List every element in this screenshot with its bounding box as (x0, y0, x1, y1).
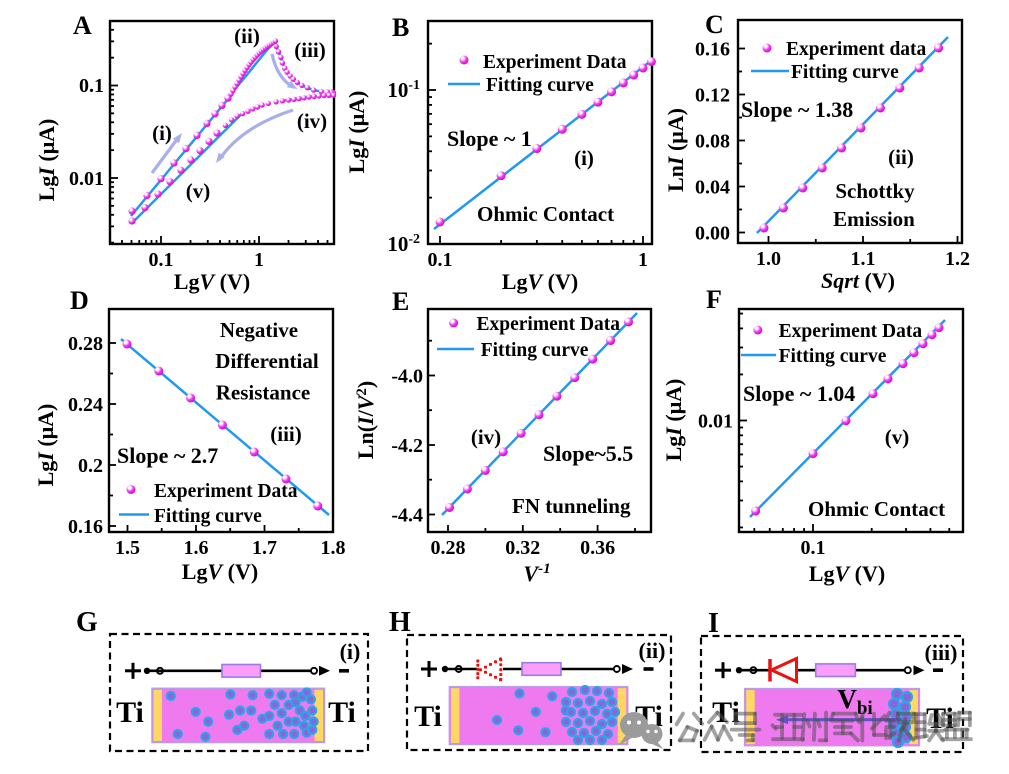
svg-text:(ii): (ii) (234, 24, 260, 48)
svg-text:Slope ~ 1.38: Slope ~ 1.38 (741, 97, 853, 122)
svg-text:(iv): (iv) (471, 425, 501, 449)
svg-text:Experiment Data: Experiment Data (779, 321, 923, 342)
svg-text:1: 1 (638, 249, 648, 271)
svg-text:LgI (μA): LgI (μA) (34, 119, 59, 202)
svg-text:1.1: 1.1 (851, 248, 876, 270)
svg-text:(i): (i) (574, 146, 594, 170)
svg-text:B: B (392, 13, 409, 42)
svg-text:Ti: Ti (414, 700, 442, 733)
svg-text:I: I (708, 608, 719, 639)
svg-text:LgV (V): LgV (V) (182, 559, 258, 584)
svg-text:LgV (V): LgV (V) (174, 269, 250, 294)
svg-text:0.16: 0.16 (695, 39, 730, 61)
svg-text:(iv): (iv) (297, 109, 327, 133)
svg-text:-4.4: -4.4 (391, 505, 423, 527)
svg-text:0.32: 0.32 (505, 537, 540, 559)
svg-text:0.1: 0.1 (428, 249, 453, 271)
svg-text:-4.2: -4.2 (391, 435, 423, 457)
svg-text:Emission: Emission (833, 207, 915, 231)
svg-text:0.01: 0.01 (69, 168, 104, 190)
svg-text:1.5: 1.5 (115, 537, 140, 559)
svg-text:0.16: 0.16 (68, 516, 103, 538)
svg-text:Experiment Data: Experiment Data (154, 481, 298, 502)
svg-text:D: D (70, 286, 89, 315)
svg-text:(iii): (iii) (925, 640, 958, 665)
svg-text:Ti: Ti (328, 696, 356, 729)
svg-text:H: H (389, 607, 411, 638)
svg-text:Slope ~ 1: Slope ~ 1 (447, 126, 532, 151)
svg-text:0.28: 0.28 (68, 333, 103, 355)
svg-text:Slope~5.5: Slope~5.5 (543, 441, 633, 466)
svg-text:Fitting curve: Fitting curve (779, 346, 887, 367)
svg-text:0.01: 0.01 (698, 411, 733, 433)
svg-text:0.08: 0.08 (695, 131, 730, 153)
svg-text:Ti: Ti (116, 696, 144, 729)
svg-text:G: G (76, 607, 98, 638)
svg-text:1: 1 (254, 249, 264, 271)
svg-text:0.2: 0.2 (78, 455, 103, 477)
svg-text:1.7: 1.7 (252, 537, 277, 559)
svg-text:LgI (μA): LgI (μA) (661, 379, 686, 462)
svg-text:LgV (V): LgV (V) (809, 561, 885, 586)
svg-text:Experiment Data: Experiment Data (483, 52, 627, 73)
svg-text:1.0: 1.0 (756, 248, 781, 270)
svg-text:F: F (706, 285, 722, 314)
svg-text:Slope ~ 1.04: Slope ~ 1.04 (743, 381, 855, 406)
svg-text:Experiment data: Experiment data (786, 39, 927, 60)
svg-text:0.00: 0.00 (695, 223, 730, 245)
svg-text:Experiment Data: Experiment Data (477, 314, 621, 335)
svg-text:0.1: 0.1 (801, 537, 826, 559)
svg-text:(v): (v) (186, 179, 211, 203)
svg-text:Fitting curve: Fitting curve (791, 62, 899, 83)
svg-text:(iii): (iii) (270, 422, 302, 446)
svg-text:0.24: 0.24 (68, 394, 103, 416)
svg-text:Differential: Differential (215, 349, 319, 373)
svg-text:(i): (i) (152, 121, 172, 145)
svg-text:1.6: 1.6 (184, 537, 209, 559)
svg-text:E: E (392, 287, 409, 316)
svg-text:Fitting curve: Fitting curve (486, 75, 594, 96)
svg-text:Ohmic Contact: Ohmic Contact (808, 497, 945, 521)
svg-text:Slope ~ 2.7: Slope ~ 2.7 (117, 443, 218, 468)
svg-text:Fitting curve: Fitting curve (481, 340, 589, 361)
svg-text:LnI (μA): LnI (μA) (663, 108, 688, 192)
svg-text:(iii): (iii) (294, 38, 326, 62)
svg-text:Vbi: Vbi (837, 684, 872, 719)
svg-text:LgI (μA): LgI (μA) (33, 404, 58, 487)
svg-text:C: C (705, 10, 724, 39)
svg-text:Schottky: Schottky (835, 179, 915, 203)
svg-text:0.12: 0.12 (695, 85, 730, 107)
svg-text:0.1: 0.1 (149, 249, 174, 271)
svg-text:Resistance: Resistance (216, 381, 310, 405)
svg-text:A: A (73, 11, 92, 40)
svg-text:0.1: 0.1 (79, 75, 104, 97)
svg-text:1.2: 1.2 (945, 248, 970, 270)
svg-text:0.36: 0.36 (580, 537, 615, 559)
svg-text:Negative: Negative (220, 318, 298, 342)
svg-text:Ohmic Contact: Ohmic Contact (477, 202, 614, 226)
svg-text:LgV (V): LgV (V) (502, 269, 578, 294)
svg-text:Fitting curve: Fitting curve (154, 506, 262, 527)
svg-text:(ii): (ii) (888, 145, 914, 169)
svg-text:0.28: 0.28 (431, 537, 466, 559)
svg-text:0.04: 0.04 (695, 177, 730, 199)
svg-text:-4.0: -4.0 (391, 366, 423, 388)
svg-text:V-1: V-1 (523, 561, 550, 586)
svg-text:(ii): (ii) (639, 638, 666, 663)
svg-text:FN tunneling: FN tunneling (512, 494, 631, 518)
svg-text:(v): (v) (885, 425, 910, 449)
svg-text:1.8: 1.8 (321, 537, 346, 559)
svg-text:Sqrt (V): Sqrt (V) (821, 268, 895, 293)
svg-text:(i): (i) (340, 639, 361, 664)
svg-text:LgI (μA): LgI (μA) (344, 91, 369, 174)
